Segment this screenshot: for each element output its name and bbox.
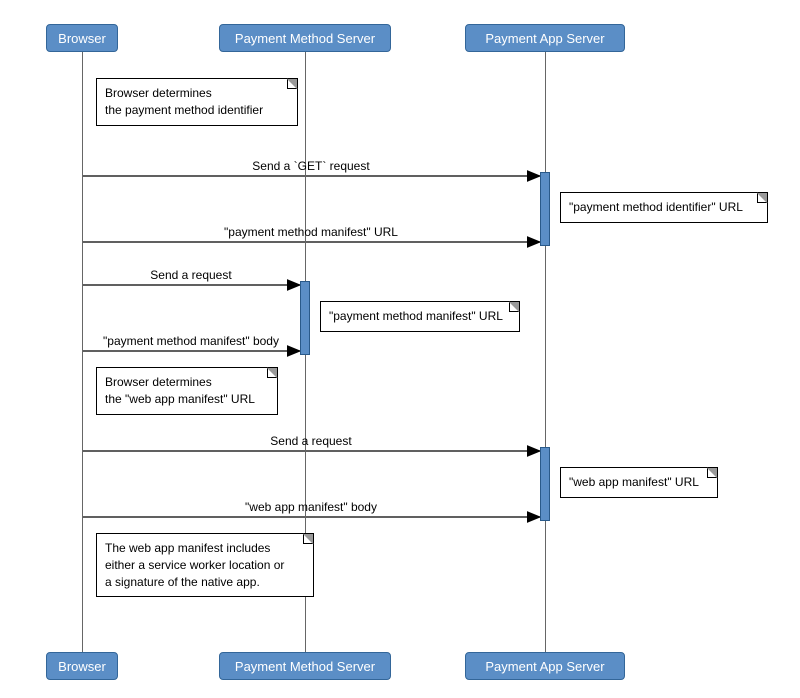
message-label-5: "web app manifest" body: [161, 500, 461, 514]
lifeline-browser: [82, 52, 83, 652]
message-label-2: Send a request: [41, 268, 341, 282]
activation-pas-0: [540, 172, 550, 246]
note-0: Browser determinesthe payment method ide…: [96, 78, 298, 126]
message-label-3: "payment method manifest" body: [41, 334, 341, 348]
note-1: "payment method identifier" URL: [560, 192, 768, 223]
participant-pms-top: Payment Method Server: [219, 24, 391, 52]
participant-pas-bottom: Payment App Server: [465, 652, 625, 680]
lifeline-pas: [545, 52, 546, 652]
participant-browser-top: Browser: [46, 24, 118, 52]
note-2: "payment method manifest" URL: [320, 301, 520, 332]
message-label-0: Send a `GET` request: [161, 159, 461, 173]
note-4: "web app manifest" URL: [560, 467, 718, 498]
message-label-4: Send a request: [161, 434, 461, 448]
message-label-1: "payment method manifest" URL: [161, 225, 461, 239]
sequence-diagram: Browser Browser Payment Method Server Payme…: [0, 0, 800, 698]
note-5: The web app manifest includeseither a se…: [96, 533, 314, 597]
participant-browser-bottom: Browser: [46, 652, 118, 680]
participant-pas-top: Payment App Server: [465, 24, 625, 52]
participant-pms-bottom: Payment Method Server: [219, 652, 391, 680]
note-3: Browser determinesthe "web app manifest"…: [96, 367, 278, 415]
activation-pas-2: [540, 447, 550, 521]
